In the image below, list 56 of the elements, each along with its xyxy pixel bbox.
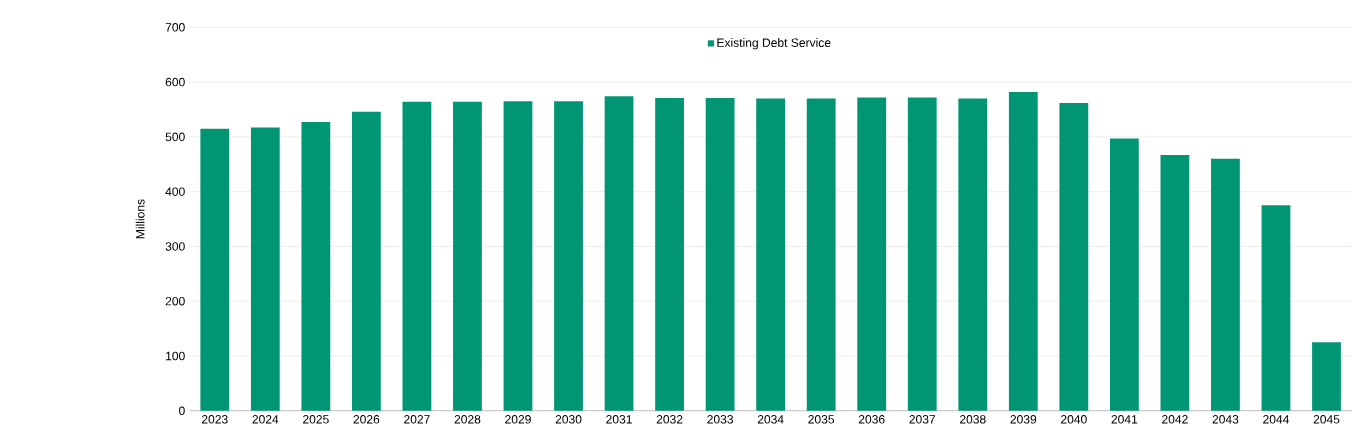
x-tick-label: 2030 <box>555 415 582 424</box>
x-tick-label: 2045 <box>1313 415 1340 424</box>
y-axis-title: Millions <box>135 199 145 239</box>
bar <box>806 98 836 411</box>
x-tick-label: 2026 <box>353 415 380 424</box>
bar <box>655 98 684 411</box>
x-tick-label: 2043 <box>1212 415 1239 424</box>
x-tick-label: 2028 <box>454 415 481 424</box>
x-tick-label: 2023 <box>201 415 228 424</box>
x-tick-label: 2035 <box>808 415 835 424</box>
bar <box>351 111 381 411</box>
bar <box>554 101 583 411</box>
x-tick-label: 2024 <box>252 415 279 424</box>
bar <box>1160 155 1190 411</box>
x-tick-label: 2034 <box>757 415 784 424</box>
x-tick-label: 2027 <box>404 415 430 424</box>
y-tick-label: 300 <box>165 242 185 251</box>
y-tick-label: 400 <box>165 187 185 197</box>
bar <box>453 101 482 411</box>
bar <box>705 98 735 411</box>
bar <box>1261 205 1291 411</box>
x-tick-label: 2040 <box>1061 415 1087 424</box>
bar <box>907 97 937 411</box>
x-tick-label: 2031 <box>606 415 632 424</box>
y-tick-label: 700 <box>165 23 185 32</box>
x-tick-label: 2038 <box>959 415 986 424</box>
bar <box>200 128 230 411</box>
x-tick-label: 2029 <box>505 415 531 424</box>
bar <box>1008 92 1038 411</box>
y-tick-label: 100 <box>166 351 185 361</box>
x-tick-label: 2032 <box>656 415 683 424</box>
bar <box>1312 342 1341 411</box>
y-tick-label: 200 <box>165 297 185 306</box>
bar <box>604 96 634 411</box>
x-tick-label: 2042 <box>1162 415 1188 424</box>
bar <box>1211 158 1240 411</box>
bar <box>301 122 331 411</box>
y-tick-label: 500 <box>165 132 185 142</box>
bar <box>250 127 280 411</box>
bar <box>958 98 988 411</box>
bar <box>402 101 432 411</box>
x-tick-label: 2033 <box>707 415 733 424</box>
y-tick-label: 0 <box>179 406 185 416</box>
bar <box>857 97 887 411</box>
x-tick-label: 2025 <box>303 415 329 424</box>
bar <box>1059 103 1089 411</box>
x-tick-label: 2037 <box>909 415 936 424</box>
x-tick-label: 2044 <box>1263 415 1290 424</box>
x-tick-label: 2039 <box>1010 415 1037 424</box>
legend-label: Existing Debt Service <box>717 38 831 50</box>
y-tick-label: 600 <box>165 78 185 87</box>
bar <box>756 98 786 411</box>
bar <box>1109 138 1139 411</box>
x-tick-label: 2036 <box>858 415 885 424</box>
x-tick-label: 2041 <box>1111 415 1138 424</box>
bar <box>503 101 533 411</box>
